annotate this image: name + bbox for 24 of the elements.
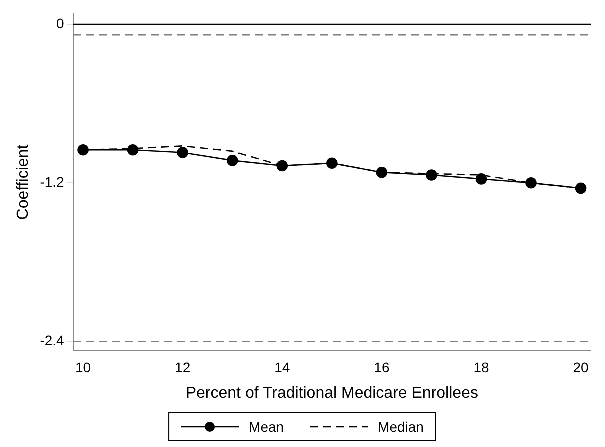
- point: [426, 170, 438, 181]
- point: [276, 160, 288, 172]
- legend-label: Median: [378, 418, 424, 435]
- point: [476, 174, 488, 185]
- point: [226, 155, 238, 166]
- point: [177, 147, 188, 158]
- point: [526, 178, 537, 189]
- x-tick-label: 14: [274, 359, 290, 376]
- point: [78, 144, 89, 156]
- point: [127, 144, 139, 156]
- point: [376, 166, 388, 178]
- point: [326, 158, 338, 169]
- x-tick-label: 20: [573, 359, 590, 376]
- x-tick-label: 18: [474, 359, 490, 376]
- y-tick-label: -2.4: [40, 332, 65, 349]
- x-tick-label: 10: [75, 359, 92, 376]
- y-tick-label: -1.2: [40, 174, 65, 190]
- x-tick-label: 12: [175, 359, 191, 376]
- x-axis-title: Percent of Traditional Medicare Enrollees: [186, 384, 478, 402]
- y-tick-label: 0: [56, 15, 65, 32]
- legend-label: Mean: [249, 418, 284, 435]
- y-axis-title: Coefficient: [15, 144, 32, 220]
- point: [575, 182, 587, 194]
- x-tick-label: 16: [374, 359, 390, 376]
